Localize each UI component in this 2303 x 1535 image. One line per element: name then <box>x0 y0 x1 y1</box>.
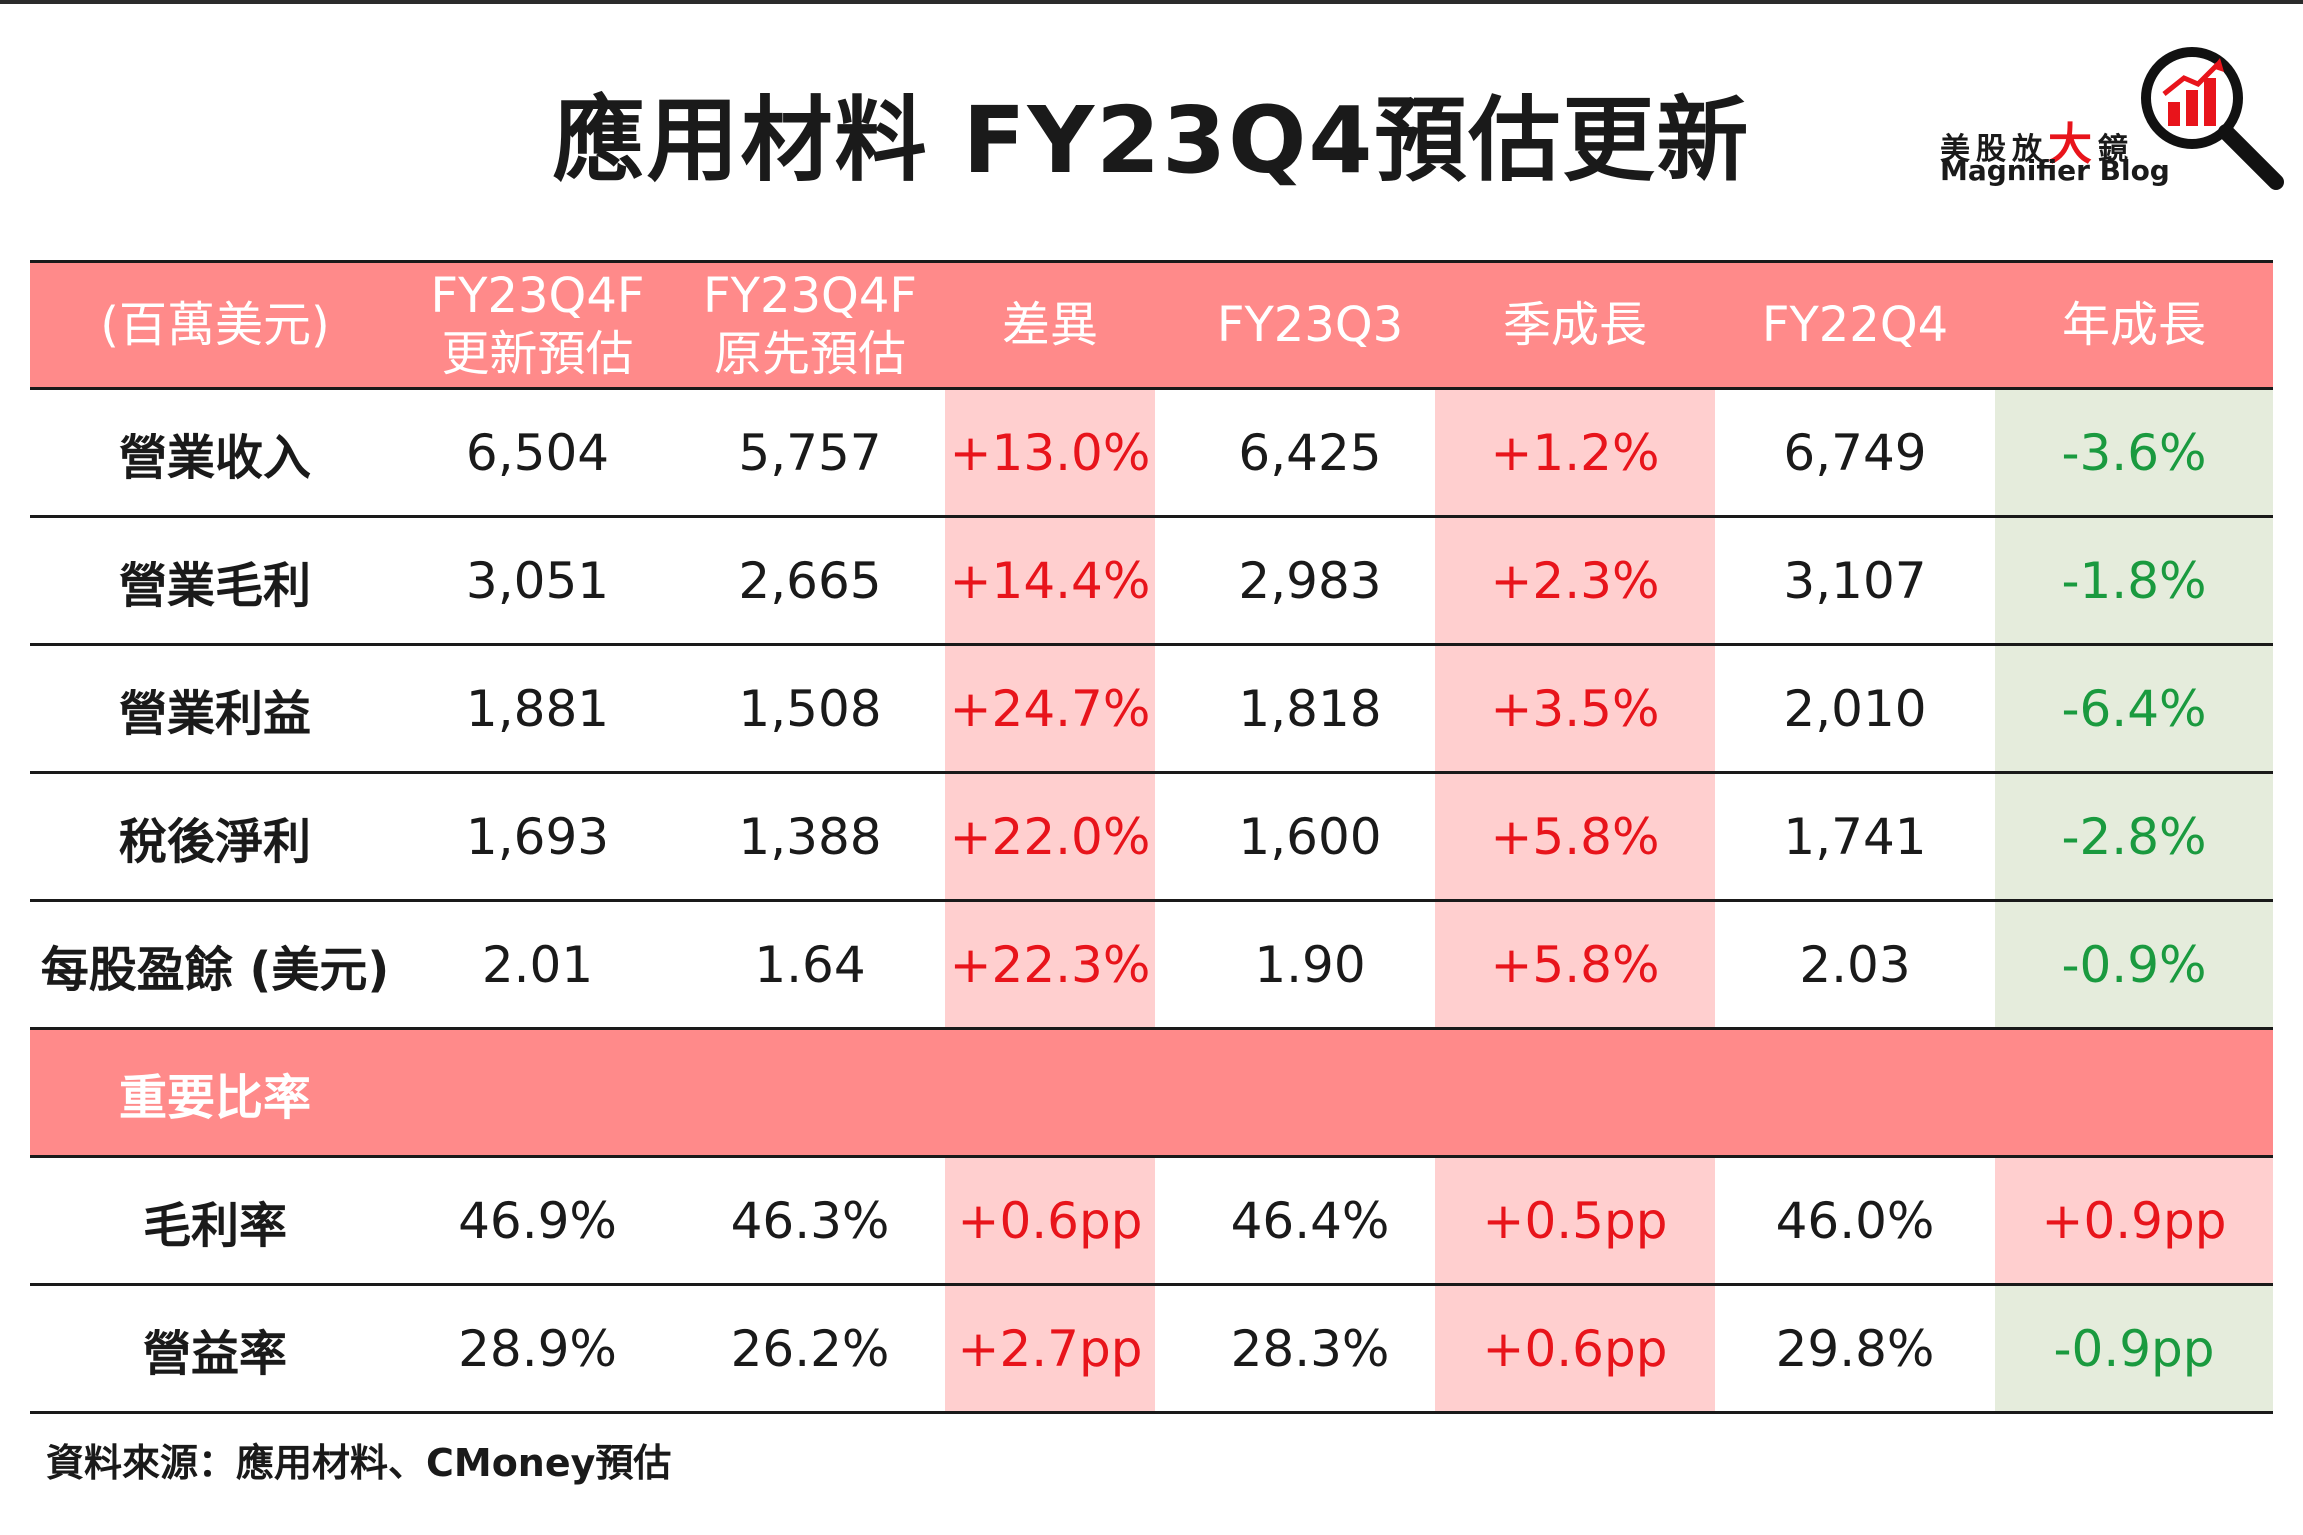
header-cell: FY23Q4F 原先預估 <box>675 263 945 387</box>
data-cell: 2.03 <box>1799 935 1911 994</box>
data-cell: +0.6pp <box>945 1158 1155 1283</box>
logo-english: Magnifier Blog <box>1940 154 2170 187</box>
data-cell: -3.6% <box>1995 390 2273 515</box>
data-cell: +2.7pp <box>945 1286 1155 1411</box>
data-cell: 2,665 <box>738 551 882 610</box>
data-cell: 3,107 <box>1783 551 1927 610</box>
logo-cn-pre: 美股放 <box>1940 132 2048 167</box>
data-cell: +5.8% <box>1435 902 1715 1027</box>
data-cell: 5,757 <box>738 423 882 482</box>
data-cell: +5.8% <box>1435 774 1715 899</box>
row-label: 每股盈餘 (美元) <box>40 941 390 998</box>
header-cell: (百萬美元) <box>30 263 400 387</box>
data-cell: -6.4% <box>1995 646 2273 771</box>
row-label: 營業毛利 <box>118 557 311 614</box>
data-cell: 6,749 <box>1783 423 1927 482</box>
table-row: 營業毛利 3,051 2,665 +14.4% 2,983 +2.3% 3,107 -1.8% <box>30 518 2273 646</box>
header-line-1: 差異 <box>1001 297 1098 353</box>
header-line-2: 更新預估 <box>441 326 634 382</box>
table-row: 每股盈餘 (美元) 2.01 1.64 +22.3% 1.90 +5.8% 2.03 -0.9… <box>30 902 2273 1030</box>
data-cell: +1.2% <box>1435 390 1715 515</box>
header-line-2: 原先預估 <box>713 326 906 382</box>
data-cell: 1,881 <box>465 679 610 738</box>
data-cell: +0.5pp <box>1435 1158 1715 1283</box>
source-note: 資料來源：應用材料、CMoney預估 <box>46 1441 672 1485</box>
data-cell: +14.4% <box>945 518 1155 643</box>
table-row: 毛利率 46.9% 46.3% +0.6pp 46.4% +0.5pp 46.0% +0.9p… <box>30 1158 2273 1286</box>
logo: 美股放大鏡 Magnifier Blog <box>1930 36 2290 196</box>
table-row: 營業利益 1,881 1,508 +24.7% 1,818 +3.5% 2,010 -6.4% <box>30 646 2273 774</box>
top-border <box>0 0 2303 4</box>
data-cell: +13.0% <box>945 390 1155 515</box>
data-cell: 1,741 <box>1783 807 1927 866</box>
section-label: 重要比率 <box>118 1069 311 1126</box>
header-cell: FY23Q4F 更新預估 <box>400 263 675 387</box>
data-cell: 6,504 <box>465 423 610 482</box>
header-cell: FY22Q4 <box>1715 263 1995 387</box>
header-cell: FY23Q3 <box>1155 263 1465 387</box>
data-cell: 46.9% <box>458 1191 617 1250</box>
data-cell: -0.9% <box>1995 902 2273 1027</box>
logo-cn-big: 大 <box>2048 119 2098 170</box>
data-cell: -0.9pp <box>1995 1286 2273 1411</box>
section-row: 重要比率 <box>30 1030 2273 1158</box>
data-cell: 46.0% <box>1775 1191 1935 1250</box>
data-cell: 1.64 <box>754 935 866 994</box>
data-cell: 1,693 <box>465 807 610 866</box>
data-cell: 3,051 <box>465 551 610 610</box>
table-row: 營益率 28.9% 26.2% +2.7pp 28.3% +0.6pp 29.8% -0.9p… <box>30 1286 2273 1414</box>
header-line-1: FY23Q4F <box>430 268 645 324</box>
row-label: 營益率 <box>142 1325 287 1382</box>
page-title: 應用材料 FY23Q4預估更新 <box>552 87 1751 194</box>
header-line-1: FY23Q3 <box>1216 297 1404 353</box>
data-cell: +2.3% <box>1435 518 1715 643</box>
data-cell: +22.0% <box>945 774 1155 899</box>
table-header-row: (百萬美元) FY23Q4F 更新預估 FY23Q4F 原先預估 差異 FY23Q3 季成長 F… <box>30 260 2273 390</box>
data-cell: 29.8% <box>1775 1319 1935 1378</box>
row-label: 毛利率 <box>142 1197 287 1254</box>
data-cell: -2.8% <box>1995 774 2273 899</box>
data-cell: 1,508 <box>738 679 882 738</box>
header-cell: 年成長 <box>1995 263 2273 387</box>
data-cell: +3.5% <box>1435 646 1715 771</box>
data-cell: 1,388 <box>738 807 882 866</box>
data-cell: 28.3% <box>1230 1319 1390 1378</box>
row-label: 營業利益 <box>118 685 311 742</box>
data-cell: +22.3% <box>945 902 1155 1027</box>
data-cell: +0.6pp <box>1435 1286 1715 1411</box>
table-row: 營業收入 6,504 5,757 +13.0% 6,425 +1.2% 6,749 -3.6% <box>30 390 2273 518</box>
magnifier-chart-icon <box>2141 47 2284 190</box>
data-cell: 46.3% <box>730 1191 890 1250</box>
row-label: 稅後淨利 <box>118 813 311 870</box>
data-cell: 28.9% <box>458 1319 617 1378</box>
data-cell: 26.2% <box>730 1319 890 1378</box>
header-cell: 差異 <box>945 263 1155 387</box>
header-line-1: 年成長 <box>2061 297 2206 353</box>
header-line-1: 季成長 <box>1502 297 1647 353</box>
logo-cn-post: 鏡 <box>2098 132 2134 167</box>
logo-chinese: 美股放大鏡 <box>1940 108 2134 172</box>
header-line-1: (百萬美元) <box>100 297 330 353</box>
data-cell: 1,818 <box>1238 679 1382 738</box>
financial-table: (百萬美元) FY23Q4F 更新預估 FY23Q4F 原先預估 差異 FY23Q3 季成長 F… <box>30 260 2273 1414</box>
header-line-1: FY22Q4 <box>1761 297 1949 353</box>
data-cell: 2,010 <box>1783 679 1927 738</box>
data-cell: +24.7% <box>945 646 1155 771</box>
data-cell: -1.8% <box>1995 518 2273 643</box>
data-cell: 2.01 <box>481 935 594 994</box>
data-cell: 46.4% <box>1230 1191 1390 1250</box>
data-cell: +0.9pp <box>1995 1158 2273 1283</box>
row-label: 營業收入 <box>118 429 311 486</box>
data-cell: 2,983 <box>1238 551 1382 610</box>
table-row: 稅後淨利 1,693 1,388 +22.0% 1,600 +5.8% 1,741 -2.8% <box>30 774 2273 902</box>
header-line-1: FY23Q4F <box>703 268 917 324</box>
data-cell: 6,425 <box>1238 423 1382 482</box>
header-cell: 季成長 <box>1435 263 1715 387</box>
data-cell: 1,600 <box>1238 807 1382 866</box>
data-cell: 1.90 <box>1254 935 1366 994</box>
